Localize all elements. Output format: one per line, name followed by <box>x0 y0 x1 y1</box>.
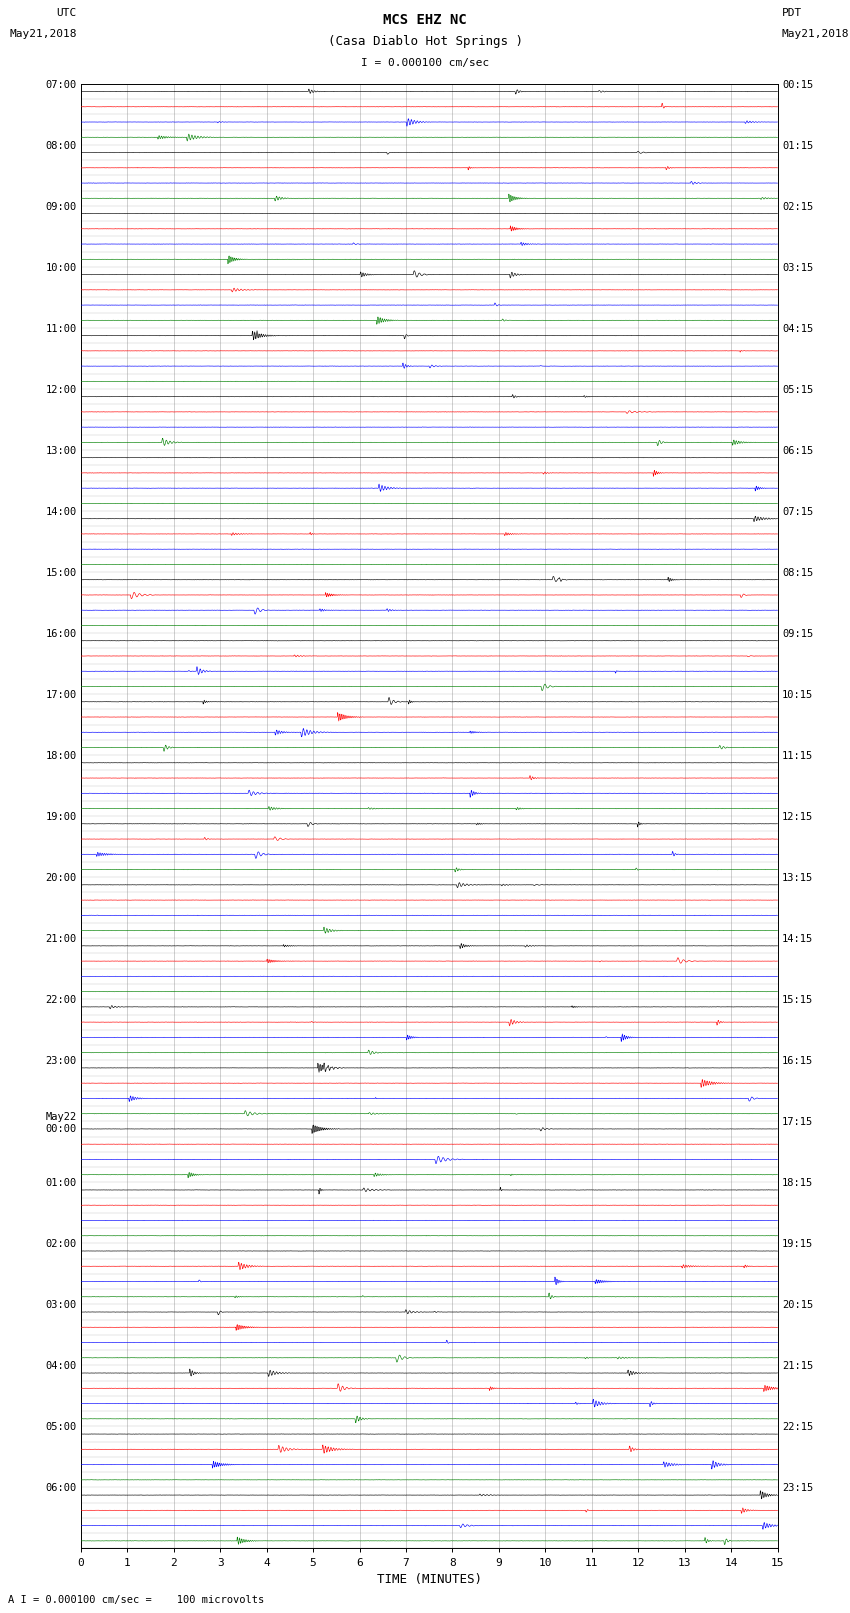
Text: (Casa Diablo Hot Springs ): (Casa Diablo Hot Springs ) <box>327 35 523 48</box>
Text: UTC: UTC <box>56 8 76 18</box>
X-axis label: TIME (MINUTES): TIME (MINUTES) <box>377 1573 482 1586</box>
Text: A I = 0.000100 cm/sec =    100 microvolts: A I = 0.000100 cm/sec = 100 microvolts <box>8 1595 264 1605</box>
Text: PDT: PDT <box>782 8 802 18</box>
Text: I = 0.000100 cm/sec: I = 0.000100 cm/sec <box>361 58 489 68</box>
Text: May21,2018: May21,2018 <box>782 29 849 39</box>
Text: May21,2018: May21,2018 <box>9 29 76 39</box>
Text: MCS EHZ NC: MCS EHZ NC <box>383 13 467 27</box>
